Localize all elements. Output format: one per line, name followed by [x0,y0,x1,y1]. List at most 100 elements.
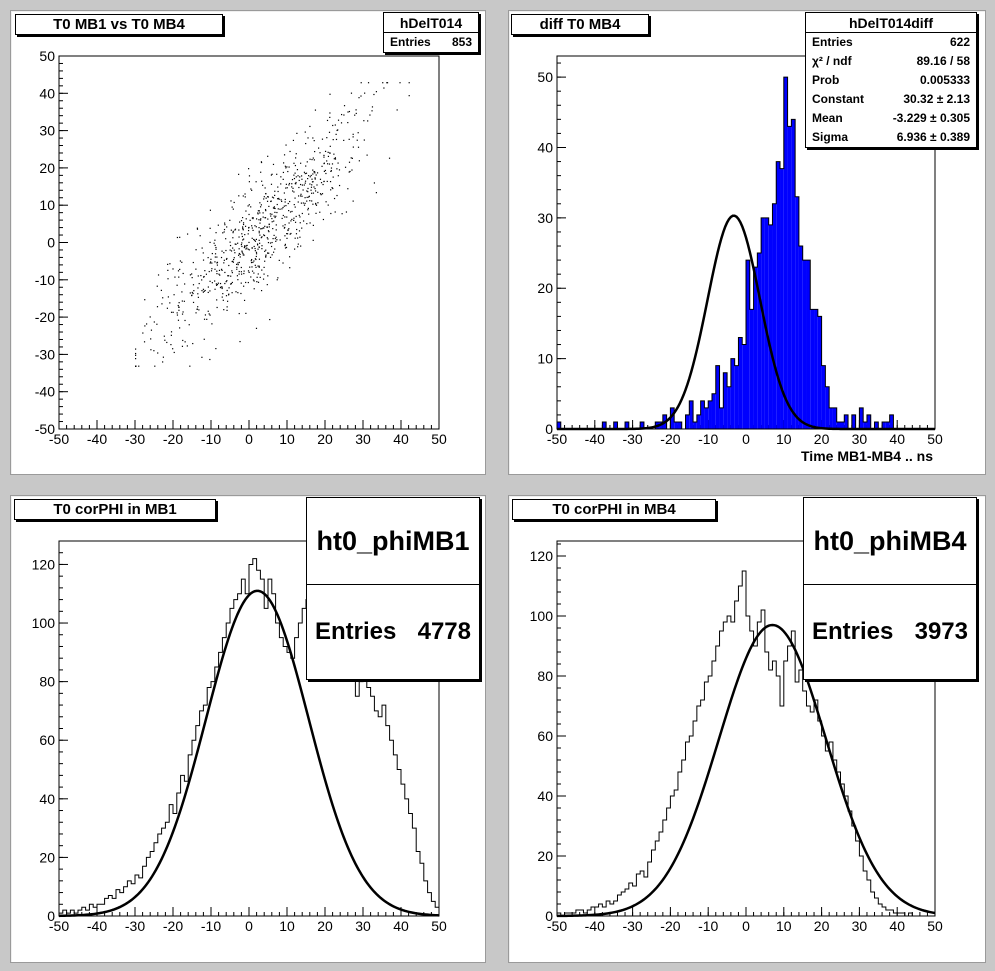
scatter-point [276,173,278,175]
scatter-point [284,198,286,201]
scatter-point [234,229,236,231]
scatter-point [272,197,275,199]
y-tick-label: -40 [35,384,55,400]
x-tick-label: 10 [776,431,792,447]
scatter-point [237,292,239,294]
scatter-point [244,246,246,248]
scatter-point [237,242,239,244]
scatter-point [172,348,174,350]
histogram-bin [723,372,728,429]
scatter-point [178,309,180,311]
scatter-point [181,300,183,302]
scatter-point [258,258,261,260]
scatter-point [271,241,273,244]
scatter-point [249,219,251,221]
histogram-bin [696,414,701,429]
y-tick-label: -50 [35,421,55,437]
scatter-point [306,190,308,192]
pad-title: T0 corPHI in MB1 [14,499,216,520]
scatter-point [369,114,371,116]
scatter-point [267,230,270,232]
histogram-bin [625,421,629,429]
scatter-point [213,242,215,244]
scatter-point [396,109,398,111]
scatter-point [255,181,257,183]
scatter-point [235,243,237,245]
scatter-point [282,178,284,180]
scatter-point [170,331,173,333]
scatter-point [250,188,252,190]
scatter-point [154,365,156,367]
scatter-point [309,176,311,178]
scatter-point [306,223,308,225]
scatter-point [314,177,316,179]
scatter-point [169,302,171,304]
scatter-point [282,225,284,227]
scatter-point [289,256,291,258]
gaussian-fit-curve [58,589,440,918]
scatter-point [231,292,233,294]
scatter-point [240,243,243,246]
scatter-point [195,312,197,314]
scatter-point [285,246,288,249]
scatter-point [277,186,279,188]
histogram-bin [727,386,731,429]
scatter-point [197,275,199,277]
scatter-point [375,91,378,93]
scatter-point [255,327,258,329]
scatter-point [241,235,243,238]
scatter-point [221,269,223,271]
scatter-point [204,314,207,316]
histogram-bin [836,421,841,429]
scatter-point [265,254,267,256]
scatter-point [300,162,302,164]
scatter-point [234,228,237,230]
histogram-bin [761,217,765,429]
histogram-bin [810,309,815,429]
scatter-point [223,309,225,311]
scatter-point [337,119,340,121]
x-tick-label: 10 [279,431,295,447]
histogram-bin [806,260,811,429]
scatter-point [275,215,277,217]
scatter-point [258,246,260,248]
scatter-point [302,202,304,204]
scatter-point [248,181,250,183]
scatter-point [266,237,268,239]
scatter-point [293,191,295,193]
scatter-point [226,306,228,308]
scatter-point [287,170,289,173]
scatter-point [253,272,255,274]
scatter-point [208,313,210,315]
scatter-point [240,220,243,222]
scatter-point [262,278,265,280]
stats-box: hDelT014diff Entries 622 χ² / ndf 89.16 / … [805,12,977,148]
y-tick-label: -20 [35,309,55,325]
scatter-point [237,279,239,281]
scatter-point [287,229,289,232]
scatter-point [268,223,270,225]
scatter-point [181,261,183,263]
scatter-point [228,264,230,267]
scatter-point [255,226,257,228]
scatter-point [277,277,279,279]
scatter-point [319,193,322,195]
scatter-point [271,196,274,198]
scatter-point [226,300,229,302]
scatter-point [299,236,301,238]
scatter-point [229,244,232,247]
scatter-point [276,203,278,206]
scatter-point [343,114,345,116]
scatter-point [228,293,230,295]
scatter-point [252,217,254,220]
scatter-point [321,138,324,140]
x-tick-label: 20 [814,918,830,934]
scatter-point [294,237,296,239]
scatter-point [196,227,199,229]
scatter-point [357,132,359,134]
scatter-point [291,183,293,185]
scatter-point [256,244,259,246]
scatter-point [197,296,199,298]
x-tick-label: -10 [201,431,221,447]
scatter-point [279,239,281,241]
